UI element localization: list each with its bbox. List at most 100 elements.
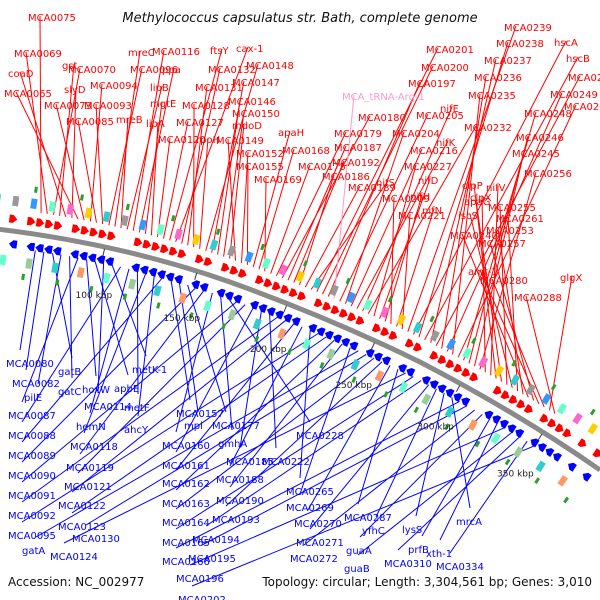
reverse-gene-label[interactable]: yfhC (362, 526, 385, 537)
forward-gene-label[interactable]: MCA0168 (282, 146, 330, 157)
reverse-gene-label[interactable]: MCA0122 (58, 501, 106, 512)
forward-gene-label[interactable]: mdoD (232, 121, 262, 132)
forward-gene-label[interactable]: mreB (116, 115, 143, 126)
reverse-gene-label[interactable]: MCA0088 (8, 431, 56, 442)
reverse-gene-label[interactable]: MCA0092 (8, 511, 56, 522)
reverse-gene-label[interactable]: MCA0190 (216, 496, 264, 507)
reverse-gene-label[interactable]: MCA0090 (8, 471, 56, 482)
reverse-gene-label[interactable]: metF (124, 403, 150, 414)
forward-gene-label[interactable]: MCA0257 (478, 239, 526, 250)
reverse-gene-label[interactable]: prfB (408, 545, 429, 556)
forward-gene-label[interactable]: MCA0132 (208, 65, 256, 76)
forward-gene-label[interactable]: hscA (554, 38, 578, 49)
reverse-gene-label[interactable]: guaB (344, 564, 370, 575)
reverse-gene-label[interactable]: hemN (76, 422, 106, 433)
reverse-gene-label[interactable]: MCA0157 (176, 409, 224, 420)
reverse-gene-label[interactable]: MCA0162 (162, 479, 210, 490)
reverse-gene-label[interactable]: guaA (346, 546, 372, 557)
reverse-gene-label[interactable]: gatB (58, 367, 81, 378)
forward-gene-label[interactable]: MCA0197 (408, 79, 456, 90)
forward-gene-label[interactable]: MCA0192 (332, 158, 380, 169)
reverse-gene-label[interactable]: MCA0193 (212, 515, 260, 526)
forward-gene-label[interactable]: MCA0075 (28, 13, 76, 24)
forward-gene-label[interactable]: nifE (440, 104, 459, 115)
forward-gene-label[interactable]: nifD (418, 176, 439, 187)
forward-gene-label[interactable]: MCA0263 (564, 102, 600, 113)
forward-gene-label[interactable]: MCA0288 (514, 293, 562, 304)
forward-gene-label[interactable]: nifV (486, 183, 506, 194)
forward-gene-label[interactable]: MCA0093 (84, 101, 132, 112)
reverse-gene-label[interactable]: MCA0185 (226, 457, 274, 468)
forward-gene-label[interactable]: rpoH (196, 135, 220, 146)
reverse-gene-label[interactable]: MCA0123 (58, 522, 106, 533)
forward-gene-label[interactable]: clpP (462, 181, 483, 192)
reverse-gene-label[interactable]: MCA0334 (436, 562, 484, 573)
forward-gene-label[interactable]: clpX (470, 193, 492, 204)
forward-gene-label[interactable]: mreC (128, 48, 155, 59)
reverse-gene-label[interactable]: MCA0161 (162, 461, 210, 472)
forward-gene-label[interactable]: MCA0256 (524, 169, 572, 180)
reverse-gene-label[interactable]: MCA0095 (8, 531, 56, 542)
reverse-gene-label[interactable]: MCA0082 (12, 379, 60, 390)
forward-gene-label[interactable]: MCA0070 (68, 65, 116, 76)
forward-gene-label[interactable]: nifN (422, 206, 442, 217)
reverse-gene-label[interactable]: MCA0121 (64, 482, 112, 493)
forward-gene-label[interactable]: MCA0261 (496, 214, 544, 225)
forward-gene-label[interactable]: MCA0200 (421, 63, 469, 74)
forward-gene-label[interactable]: nifS (376, 178, 395, 189)
reverse-gene-label[interactable]: MCA0177 (212, 421, 260, 432)
reverse-gene-label[interactable]: MCA0119 (66, 463, 114, 474)
forward-gene-label[interactable]: MCA0255 (488, 203, 536, 214)
forward-gene-label[interactable]: MCA0245 (512, 149, 560, 160)
forward-gene-label[interactable]: nifH (410, 192, 430, 203)
forward-gene-label[interactable]: MCA0155 (236, 162, 284, 173)
reverse-gene-label[interactable]: ahcY (124, 425, 149, 436)
forward-gene-label[interactable]: MCA0238 (496, 39, 544, 50)
forward-gene-label[interactable]: MCA0246 (516, 133, 564, 144)
forward-gene-label[interactable]: MCA0073 (44, 101, 92, 112)
reverse-gene-label[interactable]: xth-1 (426, 549, 452, 560)
forward-gene-label[interactable]: MCA0204 (392, 129, 440, 140)
forward-gene-label[interactable]: cax-1 (236, 44, 264, 55)
forward-gene-label[interactable]: MCA0280 (480, 276, 528, 287)
forward-gene-label[interactable]: MCA0205 (416, 111, 464, 122)
reverse-gene-label[interactable]: MCA0091 (8, 491, 56, 502)
forward-gene-label[interactable]: MCA0239 (504, 23, 552, 34)
reverse-gene-label[interactable]: MCA0270 (294, 519, 342, 530)
reverse-gene-label[interactable]: MCA0087 (8, 411, 56, 422)
reverse-gene-label[interactable]: MCA0089 (8, 451, 56, 462)
forward-gene-label[interactable]: MCA0128 (182, 101, 230, 112)
reverse-gene-label[interactable]: MCA0160 (162, 441, 210, 452)
reverse-gene-label[interactable]: MCA0265 (286, 487, 334, 498)
reverse-gene-label[interactable]: MCA0080 (6, 359, 54, 370)
forward-gene-label[interactable]: MCA0152 (236, 149, 284, 160)
reverse-gene-label[interactable]: metK-1 (132, 365, 167, 376)
reverse-gene-label[interactable]: MCA0287 (344, 513, 392, 524)
forward-gene-label[interactable]: MCA0237 (484, 56, 532, 67)
forward-gene-label[interactable]: MCA0175 (298, 162, 346, 173)
reverse-gene-label[interactable]: lysS (402, 525, 422, 536)
forward-gene-label[interactable]: MCA0253 (486, 226, 534, 237)
forward-gene-label[interactable]: MCA0127 (176, 118, 224, 129)
forward-gene-label[interactable]: MCA0216 (410, 146, 458, 157)
forward-gene-label[interactable]: MCA0120 (158, 135, 206, 146)
reverse-gene-label[interactable]: MCA0269 (286, 503, 334, 514)
reverse-gene-label[interactable]: gatA (22, 546, 45, 557)
forward-gene-label[interactable]: MCA0116 (152, 47, 200, 58)
reverse-gene-label[interactable]: MCA0163 (162, 499, 210, 510)
reverse-gene-label[interactable]: MCA0114 (84, 402, 132, 413)
forward-gene-label[interactable]: MCA0232 (464, 123, 512, 134)
reverse-gene-label[interactable]: MCA0310 (384, 559, 432, 570)
forward-gene-label[interactable]: MCA0147 (232, 78, 280, 89)
reverse-gene-label[interactable]: MCA0164 (162, 518, 210, 529)
forward-gene-label[interactable]: MCA0221 (398, 211, 446, 222)
reverse-gene-label[interactable]: MCA0228 (296, 431, 344, 442)
forward-gene-label[interactable]: nifK (436, 138, 456, 149)
reverse-gene-label[interactable]: hoxW (82, 385, 110, 396)
reverse-gene-label[interactable]: MCA0188 (216, 475, 264, 486)
forward-gene-label[interactable]: MCA0180 (358, 113, 406, 124)
forward-gene-label[interactable]: MCA0240 (450, 231, 498, 242)
forward-gene-label[interactable]: MCA0169 (254, 175, 302, 186)
forward-gene-label[interactable]: hscB (566, 54, 590, 65)
forward-gene-label[interactable]: ftsY (210, 46, 229, 57)
